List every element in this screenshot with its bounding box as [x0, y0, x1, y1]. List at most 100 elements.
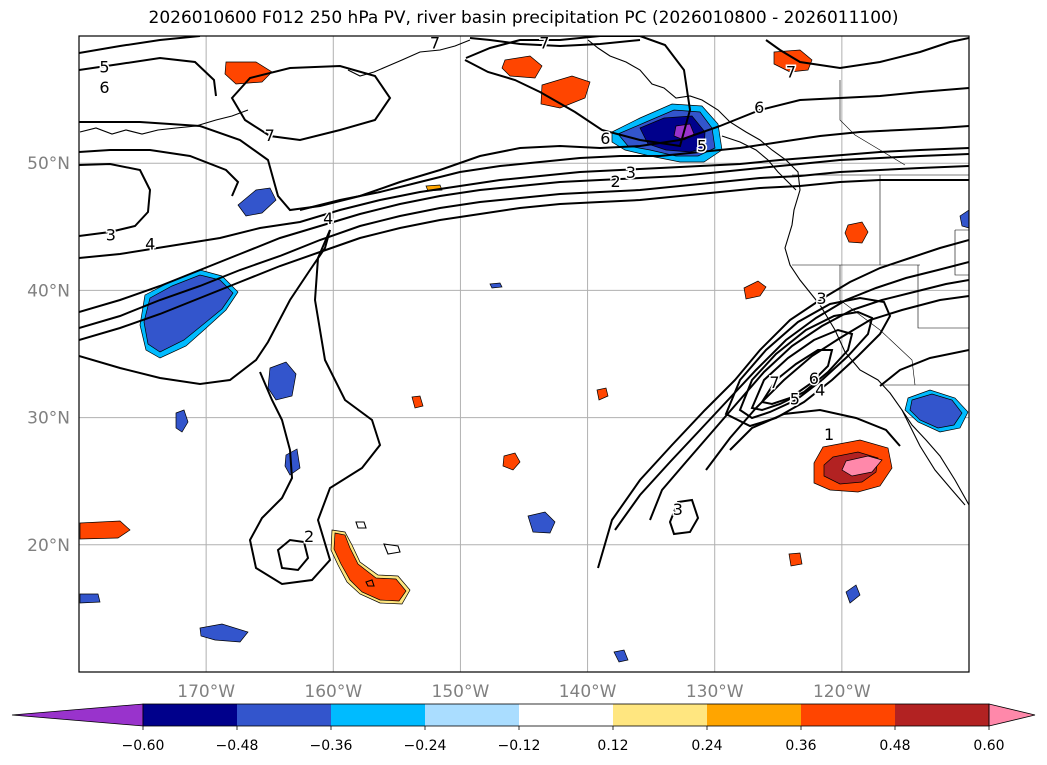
- precip-blob-baja-peak: [841, 455, 883, 477]
- colorbar-bin: [237, 704, 331, 726]
- precip-blob-n1: [224, 61, 273, 85]
- pv-contour-5-main: [299, 125, 969, 211]
- pv-contour-label: 3: [626, 163, 636, 182]
- colorbar-bin: [613, 704, 707, 726]
- colorbar-frame: [142, 703, 990, 727]
- colorbar-tick-label: 0.12: [597, 738, 628, 754]
- pv-contour-label: 2: [304, 527, 314, 546]
- colorbar-tick-label: 0.36: [785, 738, 816, 754]
- precip-blob-neg-4: [175, 409, 189, 433]
- pv-contours: [79, 36, 969, 586]
- lat-tick-label: 50°N: [27, 154, 70, 174]
- map-frame: [78, 35, 970, 673]
- lon-tick-label: 150°W: [432, 682, 490, 702]
- pv-contour-4-w: [79, 147, 969, 259]
- island-hawaii-1: [383, 543, 401, 555]
- pv-contour-1-ne: [879, 349, 969, 387]
- colorbar-bin: [707, 704, 801, 726]
- pv-contour-2-main: [79, 165, 969, 329]
- pv-contour-label: 4: [145, 234, 155, 253]
- pv-contour-2-small: [276, 538, 310, 572]
- pv-contour-4-ring: [724, 296, 892, 428]
- pv-contour-6-main: [79, 87, 969, 212]
- colorbar-tick-label: 0.24: [691, 738, 722, 754]
- colorbar-tick-label: 0.48: [879, 738, 910, 754]
- colorbar-bin: [331, 704, 425, 726]
- pv-contour-label: 7: [786, 63, 796, 82]
- lon-tick-label: 130°W: [686, 682, 744, 702]
- coast-vancouver-island: [721, 135, 797, 191]
- lon-tick-label: 140°W: [559, 682, 617, 702]
- precip-blob-neg-2: [237, 187, 277, 217]
- colorbar-bin: [519, 704, 613, 726]
- precip-blob-s2: [743, 280, 767, 300]
- precip-blob-neg-6: [199, 623, 249, 643]
- pv-contour-label: 2: [610, 172, 620, 191]
- colorbar-extend-high: [988, 703, 1036, 727]
- pv-contour-label: 7: [769, 373, 779, 392]
- colorbar-tick-label: −0.12: [498, 738, 541, 754]
- colorbar-bin: [425, 704, 519, 726]
- pv-contour-3-mid: [649, 279, 969, 521]
- colorbar-extend-low: [11, 703, 144, 727]
- pv-contour-label: 3: [106, 225, 116, 244]
- precip-blob-neg-11: [959, 209, 969, 229]
- precip-blob-neg-10: [489, 282, 503, 289]
- pv-contour-6-nw: [79, 56, 217, 97]
- pv-contour-label: 6: [600, 129, 610, 148]
- pv-contour-2-hawaii-loop: [79, 229, 331, 386]
- precip-blob-n4: [773, 49, 813, 73]
- pv-contour-7-ring: [760, 349, 834, 406]
- precip-blob-s6: [411, 395, 424, 409]
- precip-blob-neg-9: [613, 649, 629, 663]
- precip-blob-hawaii-core: [333, 532, 407, 602]
- precip-blob-s1: [844, 221, 869, 244]
- precip-blob-neg-1: [267, 361, 297, 401]
- pv-contour-label: 5: [790, 390, 800, 409]
- colorbar-bin: [143, 704, 237, 726]
- lon-tick-label: 170°W: [177, 682, 235, 702]
- pv-contour-5-nw: [79, 36, 201, 54]
- pv-contour-label: 7: [539, 33, 549, 52]
- pv-contour-2-south: [614, 261, 969, 531]
- pv-contour-3-main: [79, 153, 969, 313]
- pv-contour-2-drop: [248, 229, 382, 586]
- pv-contour-1-baja: [729, 408, 901, 451]
- lon-tick-label: 120°W: [813, 682, 871, 702]
- lat-tick-label: 30°N: [27, 409, 70, 429]
- pv-contour-label: 6: [99, 78, 109, 97]
- pv-contour-1-main: [79, 179, 969, 341]
- colorbar: −0.60 −0.48 −0.36 −0.24 −0.12 0.12 0.24 0.36 0.4…: [11, 703, 1036, 754]
- precip-blob-neg-5: [284, 448, 301, 476]
- lat-tick-labels: 20°N 30°N 40°N 50°N: [27, 154, 70, 556]
- precip-blob-s4: [596, 387, 609, 401]
- lat-tick-label: 40°N: [27, 281, 70, 301]
- coastlines: [79, 39, 969, 587]
- pv-contour-7-loop: [230, 64, 392, 142]
- colorbar-bin: [895, 704, 989, 726]
- pv-contour-3-loop-w: [79, 162, 152, 237]
- colorbar-tick-label: −0.36: [310, 738, 353, 754]
- precip-blob-neg-8: [79, 593, 101, 604]
- lat-tick-label: 20°N: [27, 536, 70, 556]
- pv-contour-7-loop-n: [464, 36, 692, 148]
- lon-tick-labels: 170°W 160°W 150°W 140°W 130°W 120°W: [177, 682, 871, 702]
- chart-title: 2026010600 F012 250 hPa PV, river basin …: [148, 8, 899, 28]
- coast-alaska-islands: [347, 39, 471, 77]
- precip-blob-neg-se-core: [909, 393, 963, 429]
- pv-contour-3-small: [668, 498, 700, 536]
- precip-blob-s5: [788, 552, 803, 567]
- island-hawaii-3: [365, 579, 375, 587]
- pv-contour-7-n: [469, 37, 641, 48]
- precip-blob-n3: [501, 55, 543, 79]
- colorbar-tick-label: 0.60: [973, 738, 1004, 754]
- pv-contour-1-south: [597, 239, 969, 569]
- precip-blob-s3: [502, 452, 521, 471]
- map-background: [79, 36, 969, 672]
- colorbar-tick-label: −0.24: [404, 738, 447, 754]
- pv-contour-label: 4: [815, 381, 825, 400]
- colorbar-bin: [801, 704, 895, 726]
- precip-blob-n5: [79, 520, 131, 540]
